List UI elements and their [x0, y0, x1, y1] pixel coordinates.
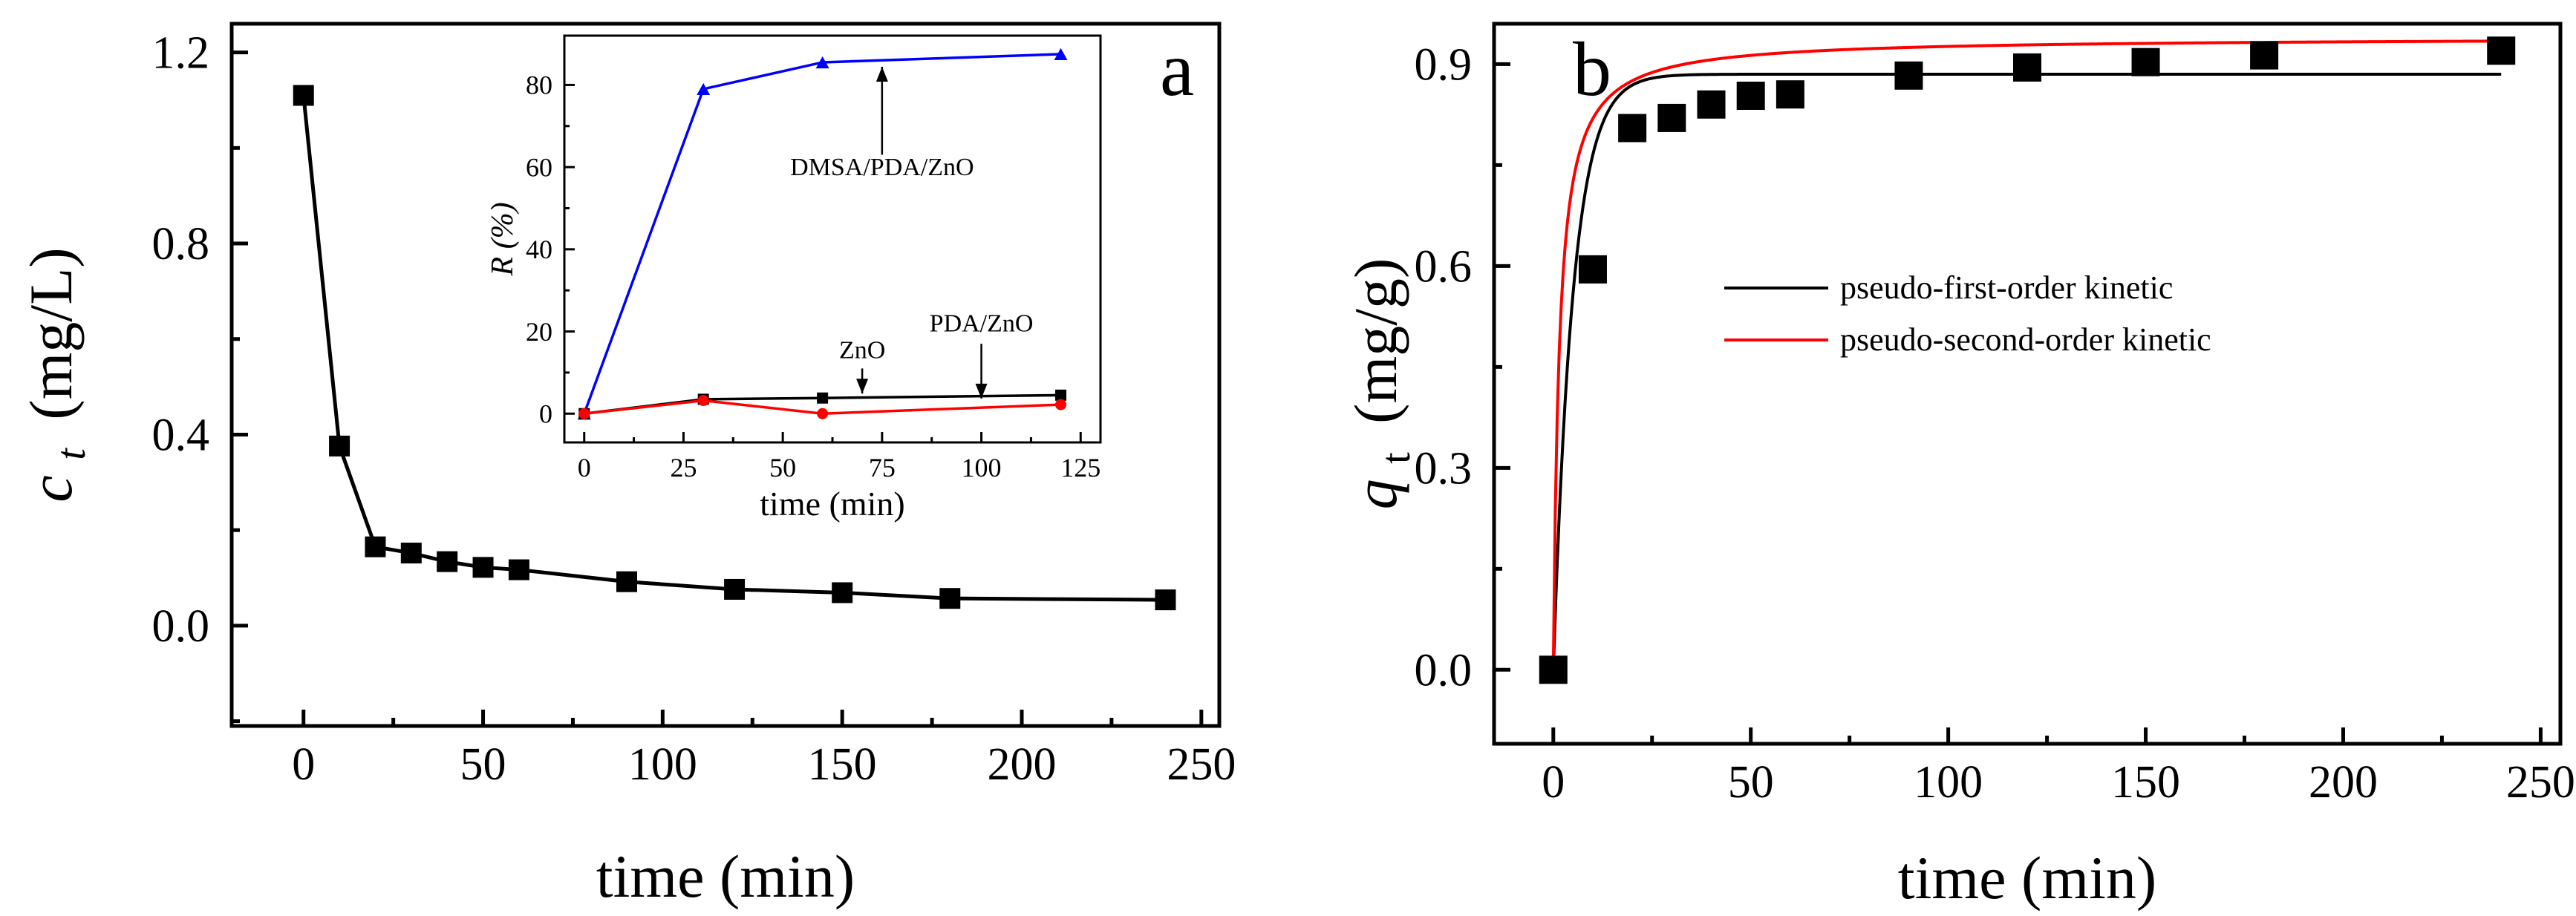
panel-b-data-point	[1539, 655, 1568, 684]
panel-a-data-point	[832, 582, 852, 603]
panel-a-y-axis-unit: (mg/L)	[17, 247, 85, 419]
inset-x-tick-label: 100	[962, 453, 1002, 482]
panel-b-x-tick-label: 200	[2309, 757, 2378, 808]
inset-pda-zno-data-point	[578, 408, 590, 419]
panel-b-y-axis-symbol: q	[1342, 479, 1409, 509]
panel-a-y-tick-label: 0.8	[152, 219, 210, 269]
panel-a-y-tick-label: 0.4	[152, 410, 210, 461]
panel-a-y-axis-subscript: t	[48, 448, 94, 460]
panel-b-data-point	[1776, 80, 1804, 108]
panel-a-data-point	[724, 579, 745, 600]
panel-a-x-axis-title: time (min)	[596, 843, 855, 910]
panel-a-data-point	[1155, 589, 1175, 610]
inset-pda-zno-data-point	[817, 408, 828, 419]
inset-y-axis-title: R (%)	[486, 202, 520, 276]
panel-b-data-point	[2250, 42, 2278, 70]
inset-pda-zno-data-point	[698, 395, 709, 406]
panel-a-y-axis-symbol: c	[17, 475, 85, 502]
inset-annotation-label: DMSA/PDA/ZnO	[790, 154, 974, 181]
panel-a-x-tick-label: 0	[292, 739, 315, 790]
panel-a-x-tick-label: 150	[808, 739, 877, 790]
panel-b-data-point	[1657, 104, 1686, 132]
panel-b-data-point	[2013, 53, 2041, 82]
panel-a-label: a	[1160, 27, 1194, 112]
panel-a-x-tick-label: 200	[988, 739, 1057, 790]
panel-b-data-point	[1618, 114, 1646, 143]
panel-b-data-point	[1737, 82, 1765, 110]
panel-b-y-axis-subscript: t	[1373, 452, 1419, 464]
panel-a-x-tick-label: 50	[460, 739, 506, 790]
legend-label-second-order: pseudo-second-order kinetic	[1840, 321, 2211, 358]
panel-a-data-point	[473, 557, 494, 578]
panel-b-data-point	[1698, 91, 1726, 119]
panel-a-y-tick-label: 1.2	[152, 28, 210, 79]
panel-a-data-point	[509, 560, 529, 580]
panel-a-data-point	[939, 588, 960, 609]
inset-x-tick-label: 50	[769, 453, 796, 482]
panel-a-x-tick-label: 100	[628, 739, 697, 790]
panel-b-x-tick-label: 50	[1728, 757, 1774, 808]
panel-a-data-point	[616, 572, 637, 592]
inset-y-tick-label: 0	[539, 399, 552, 428]
panel-b-data-point	[1579, 255, 1607, 284]
panel-b-data-point	[1894, 62, 1923, 90]
panel-b-y-tick-label: 0.0	[1415, 645, 1473, 696]
inset-x-tick-label: 25	[670, 453, 697, 482]
panel-b-y-tick-label: 0.9	[1415, 39, 1473, 90]
inset-y-tick-label: 80	[526, 71, 552, 100]
inset-x-tick-label: 0	[578, 453, 591, 482]
inset-y-tick-label: 60	[526, 152, 552, 182]
panel-b-y-tick-label: 0.6	[1415, 241, 1473, 292]
panel-b-x-tick-label: 250	[2506, 757, 2575, 808]
panel-b-x-tick-label: 100	[1914, 757, 1983, 808]
inset-zno-data-point	[817, 393, 828, 404]
panel-b-y-tick-label: 0.3	[1415, 443, 1473, 494]
panel-a-data-point	[437, 552, 457, 572]
inset-annotation-label: ZnO	[839, 337, 885, 364]
inset-x-axis-title: time (min)	[760, 485, 904, 523]
panel-a-data-point	[293, 85, 314, 106]
panel-a-data-point	[365, 537, 385, 557]
inset-pda-zno-data-point	[1055, 399, 1066, 410]
panel-a-y-tick-label: 0.0	[152, 601, 210, 652]
inset-y-tick-label: 20	[526, 317, 552, 347]
panel-b-x-tick-label: 150	[2111, 757, 2180, 808]
panel-b-x-axis-title: time (min)	[1898, 844, 2156, 912]
chart-figure: 0 50 100 150 200 2500.00.40.81.2 a time (min)…	[0, 0, 2576, 916]
panel-a-x-tick-label: 250	[1167, 739, 1236, 790]
inset-x-tick-label: 125	[1060, 453, 1100, 482]
inset-x-tick-label: 75	[869, 453, 896, 482]
panel-b-y-axis-unit: (mg/g)	[1342, 258, 1409, 424]
inset-y-tick-label: 40	[526, 235, 552, 264]
panel-b-data-point	[2132, 48, 2160, 76]
panel-a-data-point	[329, 436, 350, 457]
panel-b-x-tick-label: 0	[1542, 757, 1565, 808]
panel-b-data-point	[2487, 36, 2515, 65]
legend-label-first-order: pseudo-first-order kinetic	[1840, 269, 2173, 306]
inset-annotation-label: PDA/ZnO	[930, 310, 1034, 338]
panel-a-data-point	[401, 543, 422, 563]
panel-b-label: b	[1573, 27, 1611, 112]
